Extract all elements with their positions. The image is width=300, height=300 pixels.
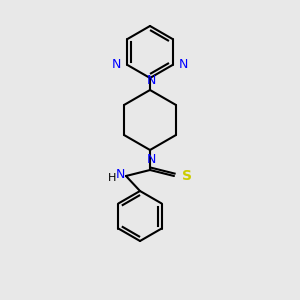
Text: N: N xyxy=(178,58,188,70)
Text: N: N xyxy=(146,153,156,166)
Text: N: N xyxy=(112,58,122,70)
Text: N: N xyxy=(146,74,156,87)
Text: H: H xyxy=(108,173,116,183)
Text: S: S xyxy=(182,169,192,183)
Text: N: N xyxy=(116,167,125,181)
